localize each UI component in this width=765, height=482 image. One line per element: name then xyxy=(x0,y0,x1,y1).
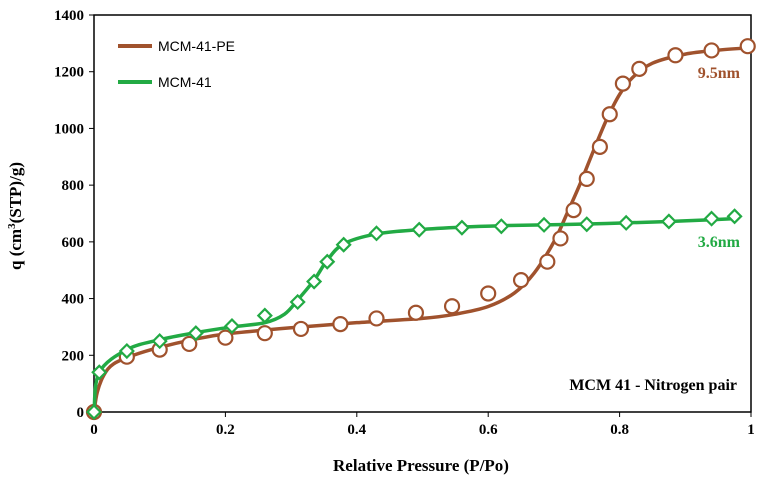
series-layer xyxy=(85,38,756,421)
data-point xyxy=(614,75,631,92)
x-tick-label: 1 xyxy=(747,422,755,438)
series-mcm-41 xyxy=(85,208,743,421)
data-point xyxy=(578,170,595,188)
data-point xyxy=(118,342,135,360)
data-point xyxy=(256,307,273,324)
data-point xyxy=(601,106,618,123)
y-tick-label: 200 xyxy=(62,348,85,364)
data-point xyxy=(703,42,720,59)
legend-label-mcm-41-pe: MCM-41-PE xyxy=(158,38,235,54)
y-axis-title-superscript: 3 xyxy=(6,223,18,229)
y-tick-label: 400 xyxy=(62,292,85,308)
data-point xyxy=(552,230,569,247)
data-point xyxy=(660,213,677,230)
data-point xyxy=(289,293,306,311)
data-point xyxy=(217,329,234,346)
data-point xyxy=(565,201,582,219)
series-line-mcm-41-pe xyxy=(92,45,752,413)
pore-size-label-mcm-41-pe: 9.5nm xyxy=(698,65,741,82)
data-point xyxy=(453,219,470,236)
data-point xyxy=(181,335,198,353)
data-point xyxy=(411,221,428,238)
data-point xyxy=(368,310,385,327)
data-point xyxy=(407,304,425,321)
data-point xyxy=(91,364,108,381)
pore-size-label-mcm-41: 3.6nm xyxy=(698,234,741,251)
y-axis-title-main: q (cm xyxy=(6,229,25,270)
data-point xyxy=(332,315,349,333)
data-point xyxy=(539,253,556,270)
data-point xyxy=(292,320,310,338)
data-point xyxy=(151,333,168,350)
data-point xyxy=(739,38,756,55)
y-tick-label: 600 xyxy=(62,235,85,251)
data-point xyxy=(618,214,635,231)
data-point xyxy=(480,285,497,302)
data-point xyxy=(335,236,352,253)
y-axis-title-rest: (STP)/g) xyxy=(6,162,25,223)
data-point xyxy=(578,216,595,233)
data-point xyxy=(591,138,608,155)
x-tick-label: 0.2 xyxy=(216,422,235,438)
x-tick-label: 0.6 xyxy=(479,422,498,438)
plot-axes: 0 0.2 0.4 0.6 0.8 1 0 200 400 600 800 1000 1200 1400 xyxy=(54,8,755,438)
data-point xyxy=(443,298,461,315)
x-tick-label: 0 xyxy=(90,422,98,438)
y-tick-label: 1400 xyxy=(54,8,84,24)
data-point xyxy=(726,208,743,225)
data-point xyxy=(703,210,720,227)
data-point xyxy=(223,318,241,335)
data-point xyxy=(631,60,648,77)
data-point xyxy=(85,403,103,421)
y-tick-label: 800 xyxy=(62,178,85,194)
legend-label-mcm-41: MCM-41 xyxy=(158,74,212,90)
chart-caption: MCM 41 - Nitrogen pair xyxy=(569,377,737,394)
data-point xyxy=(319,253,336,270)
plot-frame xyxy=(93,14,752,413)
x-tick-label: 0.8 xyxy=(610,422,629,438)
y-axis-title: q (cm3(STP)/g) xyxy=(6,162,25,270)
y-tick-label: 1200 xyxy=(54,65,84,81)
data-point xyxy=(256,325,273,342)
data-point xyxy=(187,325,204,342)
data-point xyxy=(512,272,530,289)
data-point xyxy=(667,47,684,64)
data-point xyxy=(535,216,553,233)
series-line-mcm-41 xyxy=(92,216,735,413)
x-tick-label: 0.4 xyxy=(347,422,366,438)
data-point xyxy=(306,273,323,290)
y-tick-label: 1000 xyxy=(54,121,84,137)
data-point xyxy=(493,218,510,235)
data-point xyxy=(368,225,385,242)
legend: MCM-41-PE MCM-41 xyxy=(118,38,235,90)
x-axis-title: Relative Pressure (P/Po) xyxy=(333,456,509,475)
y-tick-label: 0 xyxy=(77,405,85,421)
